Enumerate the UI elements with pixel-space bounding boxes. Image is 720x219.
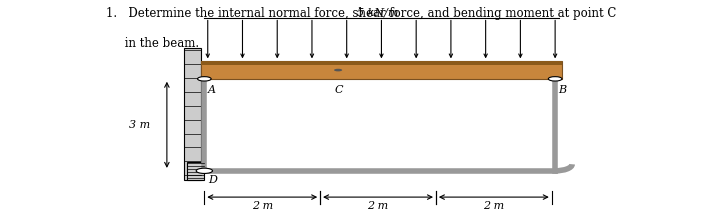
Text: B: B: [559, 85, 567, 95]
Text: 3 m: 3 m: [129, 120, 150, 130]
Polygon shape: [201, 61, 562, 65]
Circle shape: [197, 77, 211, 81]
Polygon shape: [201, 61, 562, 79]
Text: A: A: [208, 85, 216, 95]
Text: in the beam.: in the beam.: [106, 37, 199, 50]
Circle shape: [334, 69, 342, 71]
Text: 2 m: 2 m: [367, 201, 389, 212]
Polygon shape: [184, 48, 201, 180]
Circle shape: [549, 77, 562, 81]
Text: C: C: [335, 85, 343, 95]
Circle shape: [196, 168, 212, 173]
Polygon shape: [187, 162, 204, 180]
Text: 1.   Determine the internal normal force, shear force, and bending moment at poi: 1. Determine the internal normal force, …: [106, 7, 616, 19]
Text: D: D: [208, 175, 217, 185]
Text: 2 m: 2 m: [252, 201, 273, 212]
Text: 2 m: 2 m: [483, 201, 505, 212]
Text: 5 kN/m: 5 kN/m: [357, 8, 399, 18]
